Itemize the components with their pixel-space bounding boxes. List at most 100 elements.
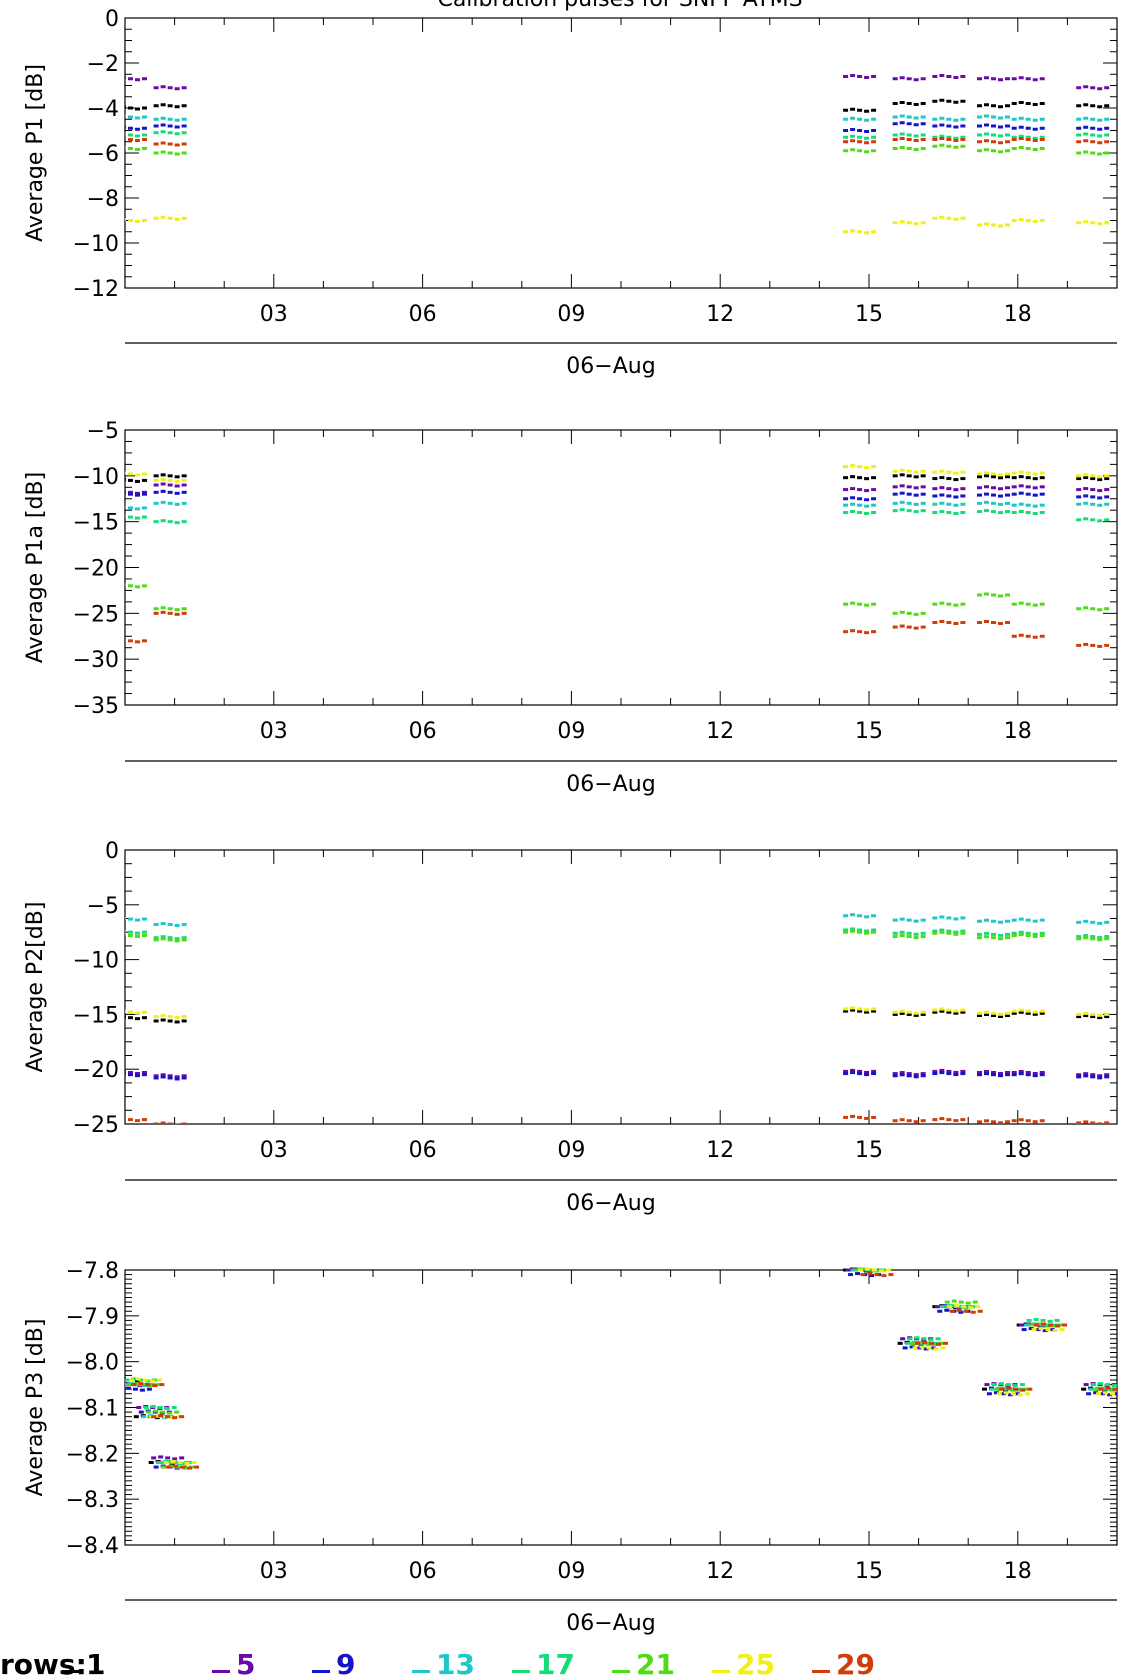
data-point [946,1072,952,1076]
data-point [946,124,952,128]
data-point [1018,101,1024,104]
data-point [1083,487,1089,491]
data-point [892,138,898,141]
chart-title: Calibration pulses for SNPP ATMS [437,0,802,12]
data-point [899,1073,905,1077]
data-point [960,929,966,933]
data-point [913,510,919,514]
data-point [871,630,877,634]
data-point [149,1379,155,1383]
data-point [944,1308,950,1312]
data-point [1090,104,1096,108]
data-point [1005,621,1010,624]
data-point [167,1019,173,1023]
data-point [984,500,989,504]
data-point [141,219,147,222]
data-point [928,1338,934,1342]
data-point [1083,116,1089,120]
y-tick-label: −30 [73,648,119,673]
data-point [127,490,133,494]
data-point [125,114,126,118]
x-tick-label: 18 [1004,302,1032,327]
data-point [1083,501,1089,505]
data-point [946,470,952,474]
data-point [906,1012,912,1016]
data-point [998,1071,1003,1075]
data-point [984,1383,990,1387]
data-point [167,1122,173,1124]
data-point [906,931,912,935]
data-point [141,584,147,588]
data-point [127,126,133,130]
data-point [167,607,173,611]
data-point [984,1069,989,1073]
data-point [899,1118,905,1122]
data-point [141,1118,147,1122]
data-point [991,140,996,144]
data-point [977,124,982,128]
data-point [984,139,989,143]
data-point [932,602,938,606]
data-point [172,1416,178,1420]
data-point [920,122,926,126]
data-point [127,138,133,141]
series-29 [125,137,1110,147]
data-point [160,482,166,486]
data-point [977,1013,982,1017]
x-tick-label: 12 [706,1138,734,1163]
x-tick-label: 09 [557,719,585,744]
data-point [1039,476,1045,480]
data-point [899,114,905,118]
data-point [998,511,1003,515]
data-point [1018,1069,1024,1073]
data-point [134,1071,140,1075]
data-point [855,1272,861,1276]
data-point [913,1011,919,1015]
data-point [953,118,959,122]
series-9 [125,1071,1110,1081]
data-point [850,487,856,491]
data-point [939,134,945,138]
series-1 [125,1267,1115,1465]
data-point [984,474,989,478]
data-point [991,1383,997,1387]
data-point [953,1119,959,1123]
data-point [906,1010,912,1014]
data-point [127,1016,133,1020]
data-point [1032,1074,1038,1078]
data-point [1005,501,1010,505]
data-point [977,140,982,144]
data-point [843,230,849,234]
data-point [153,607,159,611]
data-point [900,1337,906,1341]
data-point [141,77,147,81]
data-point [1018,1010,1024,1014]
data-point [167,611,173,615]
data-point [1104,1073,1110,1077]
data-point [850,128,856,131]
y-tick-label: −6 [87,142,119,167]
data-point [1039,931,1045,935]
data-point [134,107,140,111]
data-point [1055,1324,1061,1328]
panel-4: −7.8 −7.9 −8.0 −8.1 −8.2 −8.3 −8.4 03 06 09 12 15 18… [23,1259,1118,1636]
data-point [888,1273,894,1277]
legend-item-9: 9 [336,1648,355,1679]
series-13 [125,1267,1117,1465]
data-point [167,938,173,942]
data-point [125,1378,129,1382]
data-point [153,611,159,615]
data-point [141,138,147,141]
data-point [998,105,1003,109]
data-point [167,483,173,487]
data-point [954,1304,960,1308]
data-point [960,494,966,498]
data-point [996,1392,1002,1396]
data-point [1104,126,1110,130]
data-point [141,1070,147,1074]
data-point [913,1073,919,1077]
y-tick-label: −10 [73,949,119,974]
data-point [141,917,147,921]
data-point [843,630,849,634]
data-point [141,492,147,496]
